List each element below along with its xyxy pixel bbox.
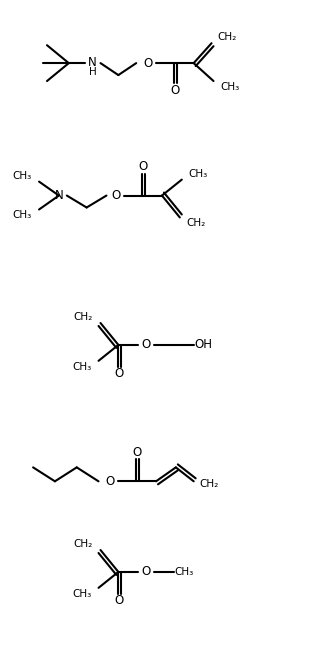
Text: CH₃: CH₃ [174,567,193,577]
Text: O: O [139,160,148,173]
Text: O: O [144,57,153,70]
Text: CH₂: CH₂ [73,539,93,549]
Text: CH₂: CH₂ [187,218,206,229]
Text: CH₂: CH₂ [217,32,237,42]
Text: O: O [115,594,124,607]
Text: O: O [141,339,151,351]
Text: CH₃: CH₃ [189,169,208,179]
Text: O: O [115,368,124,380]
Text: O: O [141,565,151,578]
Text: CH₃: CH₃ [72,589,92,599]
Text: CH₃: CH₃ [220,82,240,92]
Text: CH₃: CH₃ [13,211,32,220]
Text: N: N [88,56,97,68]
Text: CH₂: CH₂ [73,312,93,322]
Text: CH₂: CH₂ [200,479,219,489]
Text: H: H [89,67,96,77]
Text: OH: OH [195,339,213,351]
Text: CH₃: CH₃ [72,362,92,372]
Text: N: N [55,189,63,202]
Text: O: O [133,446,142,459]
Text: CH₃: CH₃ [13,171,32,181]
Text: O: O [170,83,179,96]
Text: O: O [112,189,121,202]
Text: O: O [106,475,115,488]
